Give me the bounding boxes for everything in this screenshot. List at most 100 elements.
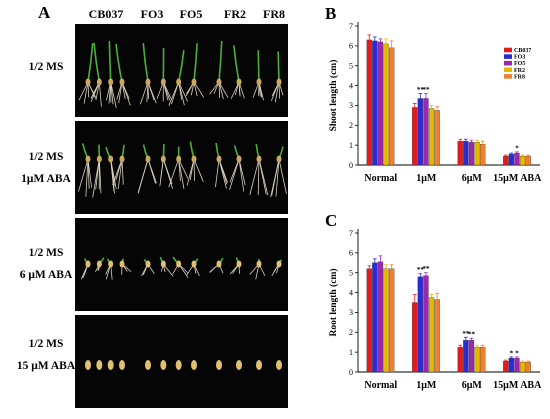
y-tick-label: 3 bbox=[349, 308, 353, 317]
significance-marker: ** bbox=[417, 86, 425, 94]
genotype-header-cb037: CB037 bbox=[89, 7, 124, 21]
significance-marker: * bbox=[515, 144, 519, 152]
significance-marker: ** bbox=[422, 86, 430, 94]
bar-fr2 bbox=[519, 361, 526, 373]
x-category-label: Normal bbox=[364, 173, 397, 184]
significance-marker: ** bbox=[417, 266, 425, 274]
bar-fo3 bbox=[508, 357, 515, 373]
bar-cb037 bbox=[366, 268, 372, 373]
bar-fo5 bbox=[468, 142, 475, 166]
genotype-header-fo5: FO5 bbox=[180, 7, 203, 21]
y-tick-label: 0 bbox=[349, 161, 353, 170]
bar-fo3 bbox=[372, 40, 378, 166]
x-category-label: 15μM ABA bbox=[493, 173, 542, 184]
bar-fr8 bbox=[389, 47, 395, 166]
bar-fr8 bbox=[434, 110, 440, 166]
y-axis-label: Shoot length (cm) bbox=[328, 60, 339, 132]
y-tick-label: 5 bbox=[349, 269, 353, 278]
x-category-label: 15μM ABA bbox=[493, 380, 542, 391]
legend-swatch-fo3 bbox=[504, 54, 512, 59]
y-tick-label: 1 bbox=[349, 141, 353, 150]
bar-fo3 bbox=[508, 153, 515, 166]
row-label-4-medium: 1/2 MS bbox=[29, 338, 64, 350]
y-tick-label: 4 bbox=[349, 81, 353, 90]
bar-fo3 bbox=[463, 340, 469, 373]
bar-fo3 bbox=[417, 98, 423, 166]
panel-c-letter: C bbox=[325, 211, 337, 230]
bar-fr2 bbox=[383, 268, 389, 373]
bar-fr2 bbox=[474, 142, 480, 166]
y-tick-label: 6 bbox=[349, 249, 353, 258]
y-tick-label: 2 bbox=[349, 328, 353, 337]
seedling-photo-panel: A CB037 FO3 FO5 FR2 FR8 1/2 MS 1/2 MS 1μM ABA 1… bbox=[17, 3, 288, 408]
bar-fr8 bbox=[389, 268, 395, 373]
genotype-header-fr8: FR8 bbox=[263, 7, 285, 21]
significance-marker: ** bbox=[422, 265, 430, 273]
row-label-1-medium: 1/2 MS bbox=[29, 61, 64, 73]
row-label-3-treatment: 6 μM ABA bbox=[20, 269, 73, 281]
shoot-length-chart-svg: B 0 1 2 3 4 5 6 7 Shoot length (cm) Normal 1μM 6μM 15… bbox=[325, 4, 542, 184]
bar-fo5 bbox=[514, 357, 520, 373]
bar-cb037 bbox=[412, 302, 418, 373]
bar-cb037 bbox=[366, 39, 372, 166]
seedling-photo-row-4 bbox=[75, 315, 288, 408]
bar-fo5 bbox=[423, 98, 429, 166]
shoot-length-chart: B 0 1 2 3 4 5 6 7 Shoot length (cm) Normal 1μM 6μM 15… bbox=[300, 0, 550, 207]
bar-fo5 bbox=[423, 275, 429, 373]
bar-fr8 bbox=[525, 361, 531, 373]
seedling-photo-row-2 bbox=[75, 121, 288, 214]
significance-marker: * bbox=[515, 349, 519, 357]
legend-label-fr2: FR2 bbox=[514, 68, 525, 74]
legend-label-fo3: FO3 bbox=[514, 55, 525, 61]
bar-fr8 bbox=[479, 347, 486, 373]
x-category-label: 6μM bbox=[462, 173, 483, 184]
bar-fr8 bbox=[434, 299, 440, 373]
legend-swatch-cb037 bbox=[504, 47, 512, 53]
legend-swatch-fr8 bbox=[504, 74, 512, 79]
y-tick-label: 1 bbox=[349, 348, 353, 357]
bar-fr2 bbox=[428, 108, 435, 166]
bar-cb037 bbox=[503, 155, 509, 166]
legend-label-fr8: FR8 bbox=[514, 74, 525, 80]
genotype-header-fo3: FO3 bbox=[141, 7, 164, 21]
x-category-label: Normal bbox=[364, 380, 397, 391]
panel-b-letter: B bbox=[325, 4, 336, 23]
bar-fr2 bbox=[474, 347, 480, 373]
row-label-2-medium: 1/2 MS bbox=[29, 151, 64, 163]
x-category-label: 1μM bbox=[416, 173, 437, 184]
genotype-header-fr2: FR2 bbox=[224, 7, 246, 21]
y-tick-label: 7 bbox=[349, 229, 353, 238]
bar-cb037 bbox=[457, 141, 463, 166]
y-tick-label: 4 bbox=[349, 288, 353, 297]
root-length-chart: C 0 1 2 3 4 5 6 7 Root length (cm) Normal 1μM 6μM 15μ… bbox=[300, 207, 550, 414]
bar-fr2 bbox=[519, 155, 526, 166]
y-tick-label: 7 bbox=[349, 22, 353, 31]
y-tick-label: 2 bbox=[349, 121, 353, 130]
x-category-label: 1μM bbox=[416, 380, 437, 391]
y-tick-label: 6 bbox=[349, 42, 353, 51]
y-tick-label: 5 bbox=[349, 62, 353, 71]
y-tick-label: 0 bbox=[349, 368, 353, 377]
legend-swatch-fr2 bbox=[504, 67, 512, 73]
root-length-chart-svg: C 0 1 2 3 4 5 6 7 Root length (cm) Normal 1μM 6μM 15μ… bbox=[325, 211, 542, 391]
row-label-4-treatment: 15 μM ABA bbox=[17, 360, 76, 372]
panel-a-letter: A bbox=[38, 3, 51, 22]
legend-label-cb037: CB037 bbox=[514, 48, 531, 54]
bar-fo3 bbox=[372, 262, 378, 373]
legend-swatch-fo5 bbox=[504, 60, 512, 66]
y-axis-label: Root length (cm) bbox=[328, 268, 339, 336]
bar-fo3 bbox=[417, 276, 423, 373]
bar-fo5 bbox=[377, 261, 384, 373]
bar-fr8 bbox=[479, 143, 486, 166]
bar-cb037 bbox=[412, 107, 418, 166]
x-category-label: 6μM bbox=[462, 380, 483, 391]
row-label-3-medium: 1/2 MS bbox=[29, 247, 64, 259]
bar-fo5 bbox=[468, 340, 475, 373]
bar-cb037 bbox=[503, 360, 509, 373]
significance-marker: ** bbox=[468, 331, 476, 339]
bar-fo3 bbox=[463, 141, 469, 166]
significance-marker: ** bbox=[462, 330, 470, 338]
bar-cb037 bbox=[457, 347, 463, 373]
seedling-photo-row-1 bbox=[75, 24, 288, 117]
y-tick-label: 3 bbox=[349, 101, 353, 110]
